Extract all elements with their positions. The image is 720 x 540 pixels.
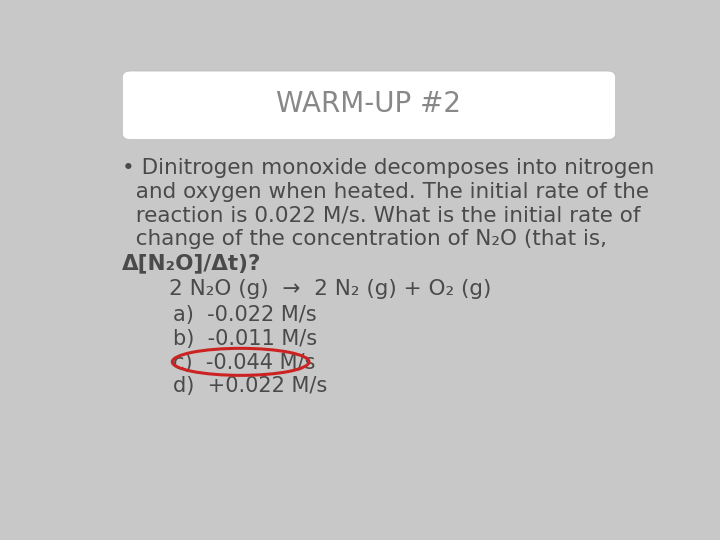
Text: and oxygen when heated. The initial rate of the: and oxygen when heated. The initial rate… <box>122 182 649 202</box>
Text: 2 N₂O (g)  →  2 N₂ (g) + O₂ (g): 2 N₂O (g) → 2 N₂ (g) + O₂ (g) <box>168 279 491 299</box>
Text: change of the concentration of N₂O (that is,: change of the concentration of N₂O (that… <box>122 230 608 249</box>
FancyBboxPatch shape <box>122 71 616 140</box>
Text: b)  -0.011 M/s: b) -0.011 M/s <box>173 329 317 349</box>
Text: Δ[N₂O]/Δt)?: Δ[N₂O]/Δt)? <box>122 253 262 273</box>
Text: reaction is 0.022 M/s. What is the initial rate of: reaction is 0.022 M/s. What is the initi… <box>122 206 641 226</box>
Text: c)  -0.044 M/s: c) -0.044 M/s <box>173 353 315 373</box>
Text: • Dinitrogen monoxide decomposes into nitrogen: • Dinitrogen monoxide decomposes into ni… <box>122 158 654 178</box>
Text: a)  -0.022 M/s: a) -0.022 M/s <box>173 305 316 325</box>
Text: d)  +0.022 M/s: d) +0.022 M/s <box>173 376 327 396</box>
Text: WARM-UP #2: WARM-UP #2 <box>276 90 462 118</box>
